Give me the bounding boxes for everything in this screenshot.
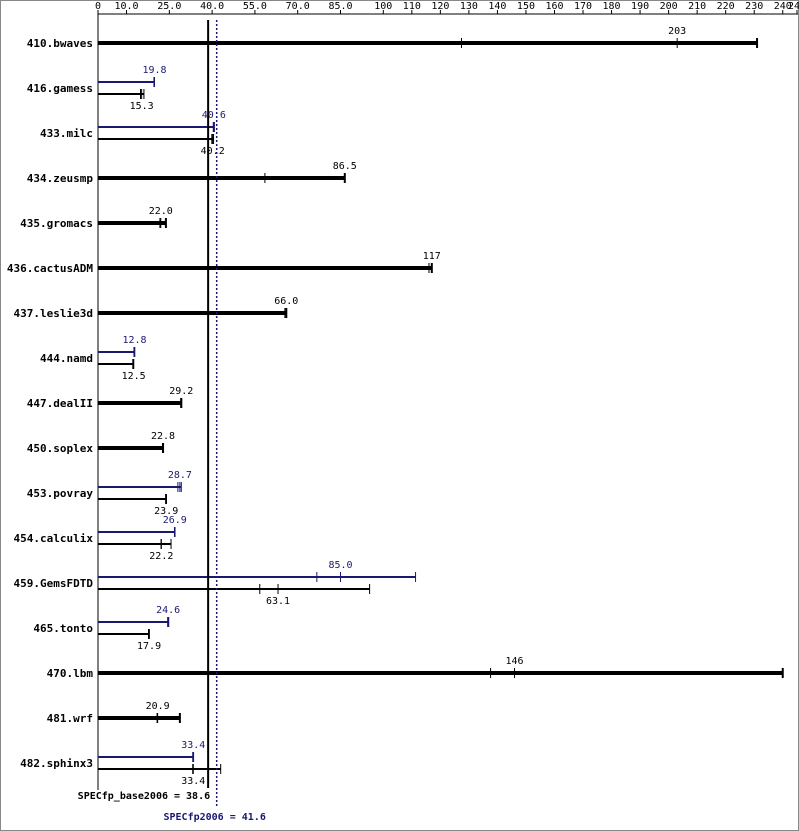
category-label: 434.zeusmp xyxy=(27,172,94,185)
value-label: 63.1 xyxy=(266,596,290,607)
category-label: 436.cactusADM xyxy=(7,262,93,275)
category-label: 450.soplex xyxy=(27,442,94,455)
x-tick-label: 140 xyxy=(488,1,506,12)
value-label: 19.8 xyxy=(142,65,166,76)
category-label: 454.calculix xyxy=(14,532,94,545)
x-tick-label: 230 xyxy=(745,1,763,12)
value-label: 40.2 xyxy=(201,146,225,157)
x-tick-label: 120 xyxy=(431,1,449,12)
x-tick-label: 180 xyxy=(603,1,621,12)
value-label: 40.6 xyxy=(202,110,226,121)
x-tick-label: 130 xyxy=(460,1,478,12)
value-label: 22.0 xyxy=(149,206,173,217)
x-tick-label: 70.0 xyxy=(286,1,310,12)
category-label: 459.GemsFDTD xyxy=(14,577,94,590)
reference-label: SPECfp2006 = 41.6 xyxy=(164,812,266,823)
value-label: 29.2 xyxy=(169,386,193,397)
category-label: 435.gromacs xyxy=(20,217,93,230)
category-label: 465.tonto xyxy=(33,622,93,635)
x-tick-label: 200 xyxy=(660,1,678,12)
value-label: 85.0 xyxy=(328,560,352,571)
value-label: 23.9 xyxy=(154,506,178,517)
value-label: 203 xyxy=(668,26,686,37)
x-tick-label: 240 xyxy=(774,1,792,12)
category-label: 470.lbm xyxy=(47,667,94,680)
value-label: 12.5 xyxy=(122,371,146,382)
value-label: 22.8 xyxy=(151,431,175,442)
value-label: 20.9 xyxy=(146,701,170,712)
x-tick-label: 170 xyxy=(574,1,592,12)
value-label: 86.5 xyxy=(333,161,357,172)
x-tick-label: 110 xyxy=(403,1,421,12)
reference-label: SPECfp_base2006 = 38.6 xyxy=(78,791,210,802)
x-tick-label: 25.0 xyxy=(157,1,181,12)
value-label: 117 xyxy=(423,251,441,262)
category-label: 453.povray xyxy=(27,487,94,500)
value-label: 17.9 xyxy=(137,641,161,652)
x-tick-label: 10.0 xyxy=(114,1,138,12)
x-tick-label: 190 xyxy=(631,1,649,12)
value-label: 33.4 xyxy=(181,776,205,787)
category-label: 437.leslie3d xyxy=(14,307,93,320)
value-label: 12.8 xyxy=(122,335,146,346)
value-label: 33.4 xyxy=(181,740,205,751)
category-label: 433.milc xyxy=(40,127,93,140)
value-label: 146 xyxy=(506,656,524,667)
value-label: 26.9 xyxy=(163,515,187,526)
x-tick-label: 220 xyxy=(717,1,735,12)
category-label: 444.namd xyxy=(40,352,93,365)
x-tick-label: 160 xyxy=(545,1,563,12)
value-label: 28.7 xyxy=(168,470,192,481)
category-label: 416.gamess xyxy=(27,82,93,95)
x-tick-label: 0 xyxy=(95,1,101,12)
value-label: 15.3 xyxy=(130,101,154,112)
value-label: 66.0 xyxy=(274,296,298,307)
x-tick-label: 100 xyxy=(374,1,392,12)
category-label: 447.dealII xyxy=(27,397,93,410)
value-label: 24.6 xyxy=(156,605,180,616)
x-tick-label: 85.0 xyxy=(328,1,352,12)
category-label: 410.bwaves xyxy=(27,37,93,50)
x-tick-label: 40.0 xyxy=(200,1,224,12)
x-tick-label: 150 xyxy=(517,1,535,12)
value-label: 22.2 xyxy=(149,551,173,562)
category-label: 482.sphinx3 xyxy=(20,757,93,770)
x-tick-label: 210 xyxy=(688,1,706,12)
x-tick-label: 55.0 xyxy=(243,1,267,12)
x-tick-label: 245 xyxy=(788,1,799,12)
category-label: 481.wrf xyxy=(47,712,93,725)
